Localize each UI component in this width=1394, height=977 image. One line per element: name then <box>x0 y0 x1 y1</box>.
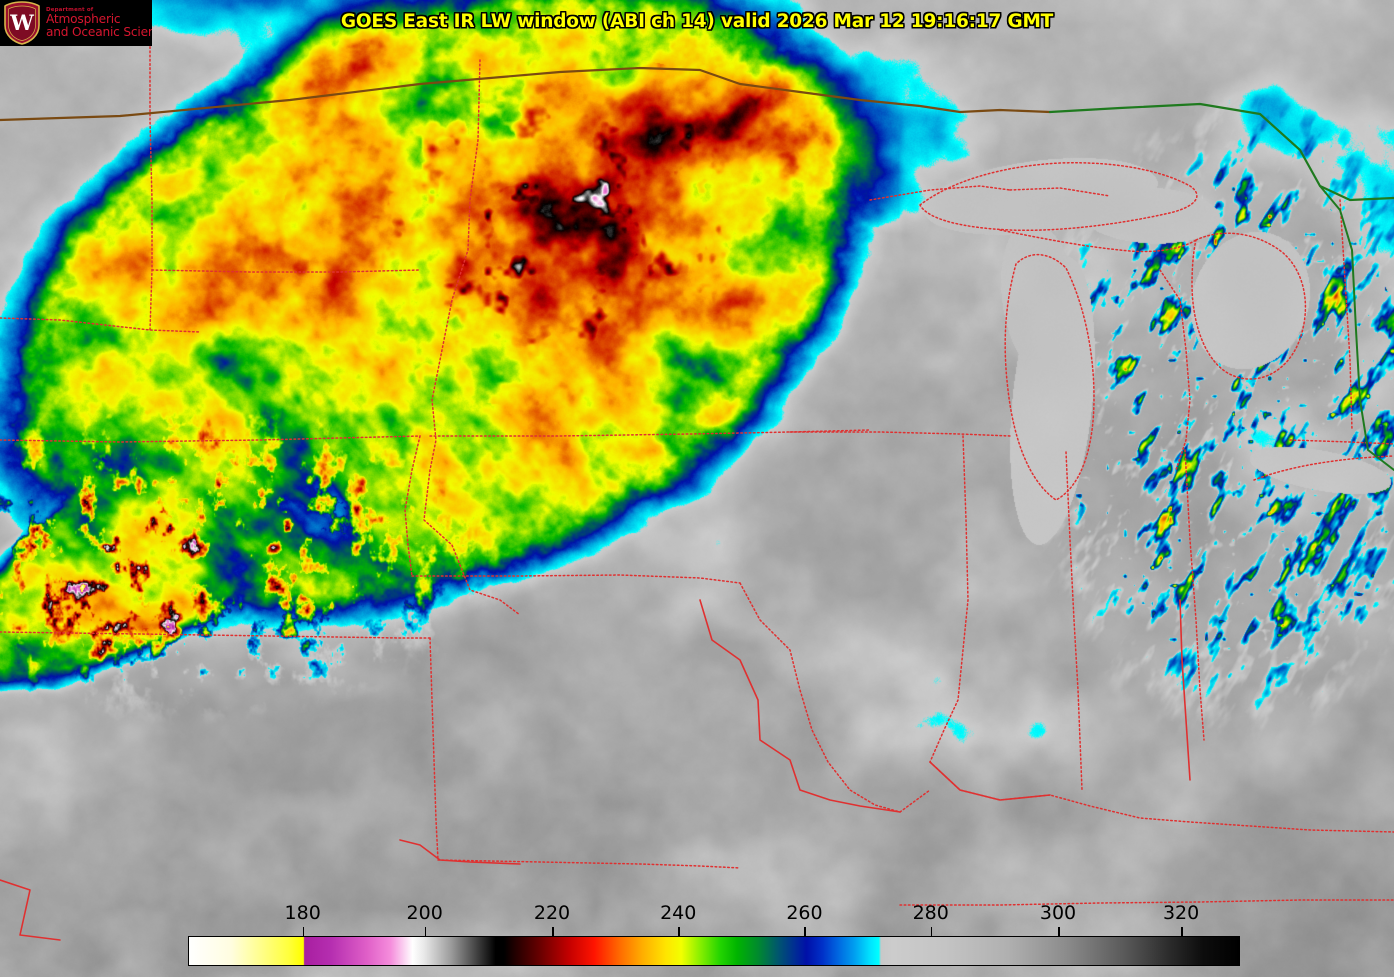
product-title: GOES East IR LW window (ABI ch 14) valid… <box>340 11 1054 32</box>
colorbar-tick <box>302 927 305 936</box>
logo-department-line: Department of <box>46 6 94 13</box>
colorbar-tick <box>930 927 933 936</box>
colorbar-tick-label: 200 <box>406 902 443 924</box>
uw-crest-icon: W <box>2 1 42 45</box>
colorbar-tick <box>678 927 680 936</box>
colorbar-tick-label: 300 <box>1039 902 1077 924</box>
colorbar-tick-label: 260 <box>786 902 823 924</box>
svg-text:W: W <box>9 10 34 35</box>
colorbar-tick <box>1058 927 1060 936</box>
uw-aos-logo: W Department of Atmospheric and Oceanic … <box>0 0 152 46</box>
colorbar-tick <box>1181 927 1183 936</box>
colorbar-tick-label: 280 <box>912 902 949 924</box>
logo-text-block: Department of Atmospheric and Oceanic Sc… <box>46 6 152 39</box>
colorbar-gradient <box>188 936 1240 966</box>
colorbar-tick-label: 180 <box>284 902 321 924</box>
colorbar-tick <box>551 927 554 936</box>
colorbar-tick <box>804 927 807 936</box>
logo-line-1: Atmospheric <box>46 12 121 27</box>
colorbar-tick-label: 320 <box>1162 902 1200 924</box>
temperature-colorbar: 180 200 220 240 260 280 300 320 <box>188 902 1240 966</box>
colorbar-tick-label: 220 <box>533 902 571 924</box>
logo-line-2: and Oceanic Sciences <box>46 24 152 39</box>
colorbar-tick <box>424 927 427 936</box>
colorbar-tick-label: 240 <box>660 902 697 924</box>
